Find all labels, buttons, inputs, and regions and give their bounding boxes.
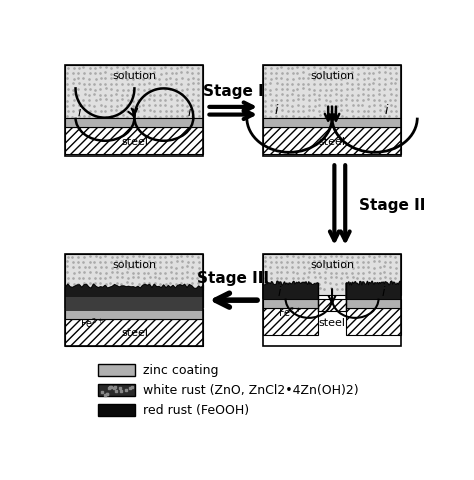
Text: Fe$^{2+}$: Fe$^{2+}$ (278, 306, 302, 319)
Polygon shape (346, 281, 401, 299)
Bar (65, 254, 203, 290)
Bar (98, 384, 135, 396)
Bar (65, 65, 203, 156)
Bar (263, 254, 401, 295)
Bar (65, 65, 203, 118)
Text: Stage I: Stage I (203, 84, 264, 99)
Text: solution: solution (310, 72, 354, 82)
Text: $i$: $i$ (187, 105, 192, 119)
Bar (263, 254, 401, 347)
Text: $i$: $i$ (77, 105, 82, 119)
Polygon shape (65, 284, 203, 308)
Bar (65, 319, 203, 346)
Text: Stage II: Stage II (359, 198, 426, 213)
Bar (65, 310, 203, 319)
Text: zinc coating: zinc coating (143, 364, 219, 377)
Text: solution: solution (112, 260, 156, 270)
Text: steel: steel (121, 328, 148, 338)
Bar (98, 404, 135, 417)
Bar (263, 65, 401, 156)
Text: $i$: $i$ (384, 103, 390, 117)
Text: steel: steel (121, 137, 148, 147)
Text: solution: solution (310, 260, 354, 270)
Text: Stage III: Stage III (197, 271, 269, 286)
Text: Fe$^{2+}$: Fe$^{2+}$ (81, 316, 105, 330)
Polygon shape (263, 281, 318, 299)
Bar (263, 299, 318, 308)
Bar (346, 299, 401, 308)
Text: $i$: $i$ (274, 103, 280, 117)
Bar (318, 299, 346, 311)
Bar (65, 127, 203, 154)
Bar (263, 308, 318, 335)
Text: steel: steel (319, 137, 346, 147)
Bar (346, 308, 401, 335)
Bar (263, 118, 401, 127)
Bar (65, 118, 203, 127)
Bar (263, 127, 401, 154)
Bar (65, 254, 203, 347)
Text: solution: solution (112, 72, 156, 82)
Bar (263, 65, 401, 118)
Text: red rust (FeOOH): red rust (FeOOH) (143, 404, 249, 417)
Bar (98, 364, 135, 376)
Text: steel: steel (319, 318, 346, 328)
Text: white rust (ZnO, ZnCl2•4Zn(OH)2): white rust (ZnO, ZnCl2•4Zn(OH)2) (143, 384, 358, 397)
Text: $i$: $i$ (381, 286, 387, 300)
Text: $i$: $i$ (277, 286, 283, 300)
Bar (65, 297, 203, 311)
